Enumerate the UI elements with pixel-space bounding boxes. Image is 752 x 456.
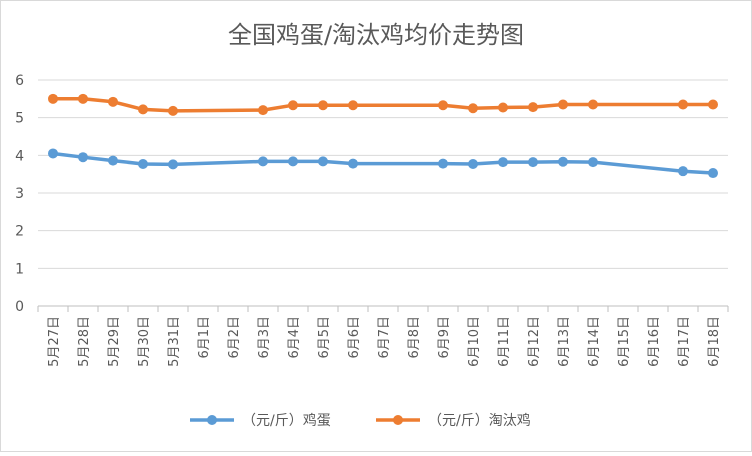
x-tick-label: 6月13日 xyxy=(557,316,572,367)
data-point xyxy=(588,99,598,110)
data-point xyxy=(138,158,148,169)
x-tick-label: 5月30日 xyxy=(137,316,152,367)
data-point xyxy=(78,93,88,104)
x-tick-label: 6月5日 xyxy=(317,316,332,359)
axes: 0 1 2 3 4 5 6 5月27日 5月28日 5月29日 5月30日 5月31日 6月1日 6月2日… xyxy=(15,73,729,367)
data-point xyxy=(528,157,538,168)
x-tick-label: 6月2日 xyxy=(227,316,242,359)
data-point xyxy=(708,99,718,110)
data-point xyxy=(138,104,148,115)
gridlines xyxy=(38,79,728,307)
data-point xyxy=(78,152,88,163)
x-tick-label: 6月11日 xyxy=(497,316,512,367)
data-point xyxy=(498,102,508,113)
y-tick-label: 4 xyxy=(15,148,24,164)
data-point xyxy=(288,100,298,111)
data-point xyxy=(468,103,478,114)
x-tick-label: 6月10日 xyxy=(467,316,482,367)
data-point xyxy=(288,156,298,167)
data-point xyxy=(108,155,118,166)
data-point xyxy=(108,96,118,107)
y-tick-label: 6 xyxy=(15,73,24,89)
data-point xyxy=(588,157,598,168)
x-tick-label: 5月31日 xyxy=(167,316,182,367)
y-tick-label: 5 xyxy=(15,111,24,127)
x-tick-label: 6月6日 xyxy=(347,316,362,359)
legend-label: （元/斤）淘汰鸡 xyxy=(428,412,531,429)
legend: （元/斤）鸡蛋 （元/斤）淘汰鸡 xyxy=(190,412,531,429)
x-tick-label: 6月17日 xyxy=(677,316,692,367)
y-tick-label: 3 xyxy=(15,186,24,202)
x-tick-label: 6月7日 xyxy=(377,316,392,359)
data-point xyxy=(498,157,508,168)
data-point xyxy=(348,158,358,169)
data-point xyxy=(168,105,178,116)
data-point xyxy=(318,100,328,111)
legend-label: （元/斤）鸡蛋 xyxy=(242,412,331,429)
data-point xyxy=(438,100,448,111)
x-tick-label: 6月8日 xyxy=(407,316,422,359)
y-tick-label: 2 xyxy=(15,224,24,240)
x-tick-label: 5月29日 xyxy=(107,316,122,367)
chart-title: 全国鸡蛋/淘汰鸡均价走势图 xyxy=(228,21,524,49)
x-tick-label: 6月12日 xyxy=(527,316,542,367)
y-tick-label: 1 xyxy=(15,261,24,277)
x-tick-label: 5月27日 xyxy=(47,316,62,367)
series-layer xyxy=(48,93,718,179)
data-point xyxy=(468,158,478,169)
data-point xyxy=(528,102,538,113)
x-tick-label: 6月18日 xyxy=(707,316,722,367)
y-tick-label: 0 xyxy=(15,299,24,315)
data-point xyxy=(168,159,178,170)
x-tick-label: 6月14日 xyxy=(587,316,602,367)
data-point xyxy=(558,99,568,110)
x-tick-label: 6月15日 xyxy=(617,316,632,367)
data-point xyxy=(438,158,448,169)
data-point xyxy=(708,168,718,179)
x-tick-label: 6月3日 xyxy=(257,316,272,359)
data-point xyxy=(258,156,268,167)
data-point xyxy=(558,156,568,167)
data-point xyxy=(48,93,58,104)
x-tick-label: 6月9日 xyxy=(437,316,452,359)
data-point xyxy=(678,166,688,177)
data-point xyxy=(48,148,58,159)
legend-marker xyxy=(207,415,217,425)
data-point xyxy=(678,99,688,110)
data-point xyxy=(318,156,328,167)
x-tick-label: 6月16日 xyxy=(647,316,662,367)
data-point xyxy=(348,100,358,111)
x-tick-label: 5月28日 xyxy=(77,316,92,367)
x-tick-label: 6月4日 xyxy=(287,316,302,359)
data-point xyxy=(258,105,268,116)
legend-marker xyxy=(393,415,403,425)
x-tick-label: 6月1日 xyxy=(197,316,212,359)
